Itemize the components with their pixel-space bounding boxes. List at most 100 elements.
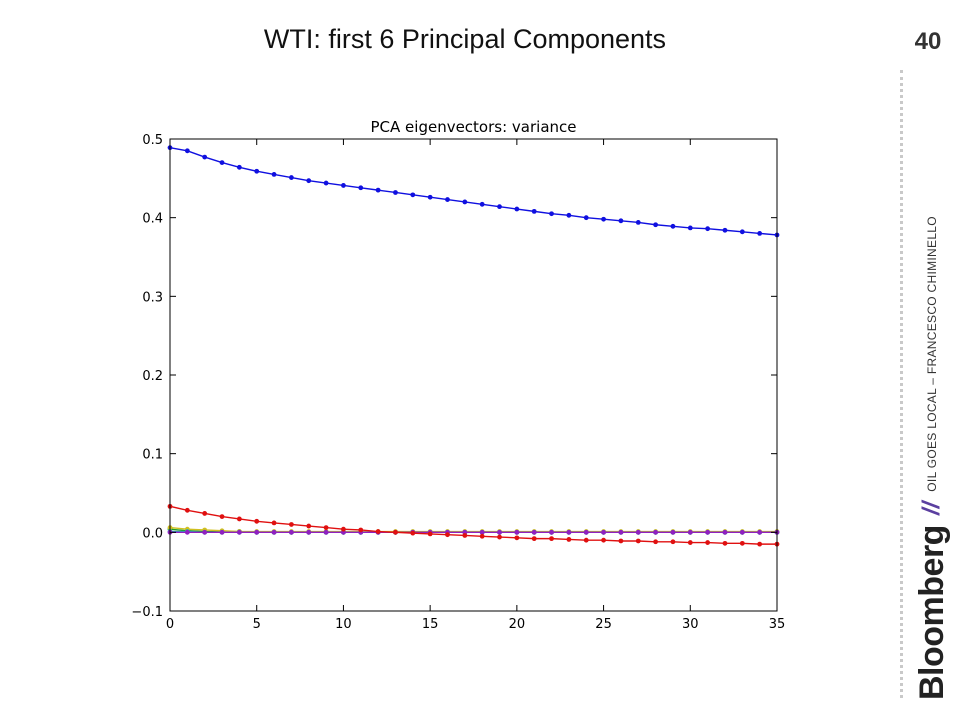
data-point-purple <box>757 529 763 535</box>
data-point-purple <box>635 529 641 535</box>
data-point-red <box>410 530 416 536</box>
data-point-blue <box>531 208 537 214</box>
data-point-blue <box>583 215 589 221</box>
x-tick-label: 15 <box>422 617 439 632</box>
data-point-red <box>236 516 242 522</box>
x-tick-label: 20 <box>509 617 526 632</box>
data-point-blue <box>202 154 208 160</box>
x-tick-label: 5 <box>253 617 261 632</box>
y-tick-label: 0.3 <box>142 290 163 305</box>
data-point-red <box>583 537 589 543</box>
data-point-purple <box>202 529 208 535</box>
data-point-blue <box>601 216 606 222</box>
data-point-red <box>479 533 485 539</box>
plot-frame <box>169 138 778 612</box>
data-point-blue <box>566 212 572 218</box>
data-point-red <box>254 518 260 524</box>
x-tick-label: 0 <box>166 617 174 632</box>
data-point-red <box>202 511 208 516</box>
data-point-blue <box>410 192 416 198</box>
data-point-red <box>445 532 450 538</box>
data-point-blue <box>549 211 554 217</box>
page-number: 40 <box>914 28 942 55</box>
data-point-blue <box>427 194 433 200</box>
series-green <box>167 526 780 535</box>
data-point-red <box>618 538 624 544</box>
data-point-blue <box>219 160 225 166</box>
data-point-blue <box>341 183 346 188</box>
data-point-blue <box>687 225 693 231</box>
data-point-purple <box>254 529 260 535</box>
data-point-blue <box>393 190 398 195</box>
x-tick-label: 35 <box>769 617 786 632</box>
data-point-red <box>289 522 294 527</box>
data-point-blue <box>271 172 277 177</box>
data-point-red <box>757 541 763 547</box>
data-point-red <box>601 537 606 543</box>
data-point-blue <box>358 185 364 191</box>
data-point-blue <box>254 168 260 174</box>
data-point-purple <box>479 529 485 535</box>
data-point-blue <box>705 226 711 232</box>
data-point-purple <box>549 529 554 535</box>
series-purple <box>167 529 780 535</box>
x-tick-label: 10 <box>335 617 352 632</box>
data-point-blue <box>445 197 450 202</box>
data-point-red <box>549 536 554 542</box>
data-point-blue <box>306 178 312 184</box>
data-point-purple <box>583 529 589 535</box>
data-point-red <box>271 520 277 526</box>
data-point-red <box>393 529 398 535</box>
data-point-blue <box>739 229 745 235</box>
series-line-blue <box>169 146 778 236</box>
data-point-red <box>687 540 693 545</box>
data-point-red <box>375 529 381 534</box>
data-point-red <box>705 540 711 545</box>
dotted-divider <box>900 70 903 698</box>
data-point-red <box>219 514 225 519</box>
data-point-purple <box>531 529 537 535</box>
data-point-red <box>427 531 433 537</box>
data-point-red <box>497 534 502 540</box>
series-line-red <box>169 505 777 545</box>
slide-title: WTI: first 6 Principal Components <box>263 24 667 54</box>
data-point-red <box>184 507 190 513</box>
data-point-red <box>722 540 728 546</box>
data-point-red <box>670 539 676 545</box>
data-point-blue <box>323 180 329 186</box>
series-line-yellow <box>169 526 777 533</box>
data-point-red <box>739 540 745 546</box>
y-tick-label: 0.4 <box>142 212 163 227</box>
data-point-blue <box>375 187 381 193</box>
data-point-purple <box>184 529 190 535</box>
data-point-purple <box>236 529 242 535</box>
y-tick-label: 0.2 <box>142 369 163 384</box>
y-tick-label: −0.1 <box>131 605 163 620</box>
series-red <box>167 503 780 547</box>
data-point-red <box>358 527 364 533</box>
data-point-blue <box>479 201 485 207</box>
data-point-red <box>462 533 468 538</box>
y-tick-label: 0.1 <box>142 448 163 463</box>
data-point-blue <box>462 199 468 205</box>
data-point-blue <box>236 164 242 170</box>
data-point-blue <box>757 231 763 236</box>
data-point-blue <box>635 219 641 225</box>
data-point-purple <box>566 529 572 535</box>
data-point-blue <box>722 227 728 233</box>
y-tick-label: 0.0 <box>142 526 163 541</box>
data-point-blue <box>618 218 624 224</box>
data-point-red <box>635 538 641 544</box>
data-point-purple <box>306 529 312 535</box>
data-point-blue <box>670 223 676 229</box>
data-point-red <box>341 526 346 532</box>
data-point-red <box>531 536 537 542</box>
chart-title: PCA eigenvectors: variance <box>371 118 577 136</box>
y-tick-label: 0.5 <box>142 133 163 148</box>
data-point-blue <box>289 175 294 180</box>
data-point-purple <box>687 529 693 535</box>
data-point-red <box>323 525 329 531</box>
data-point-purple <box>289 529 294 535</box>
data-point-blue <box>497 204 502 210</box>
data-point-blue <box>184 148 190 154</box>
